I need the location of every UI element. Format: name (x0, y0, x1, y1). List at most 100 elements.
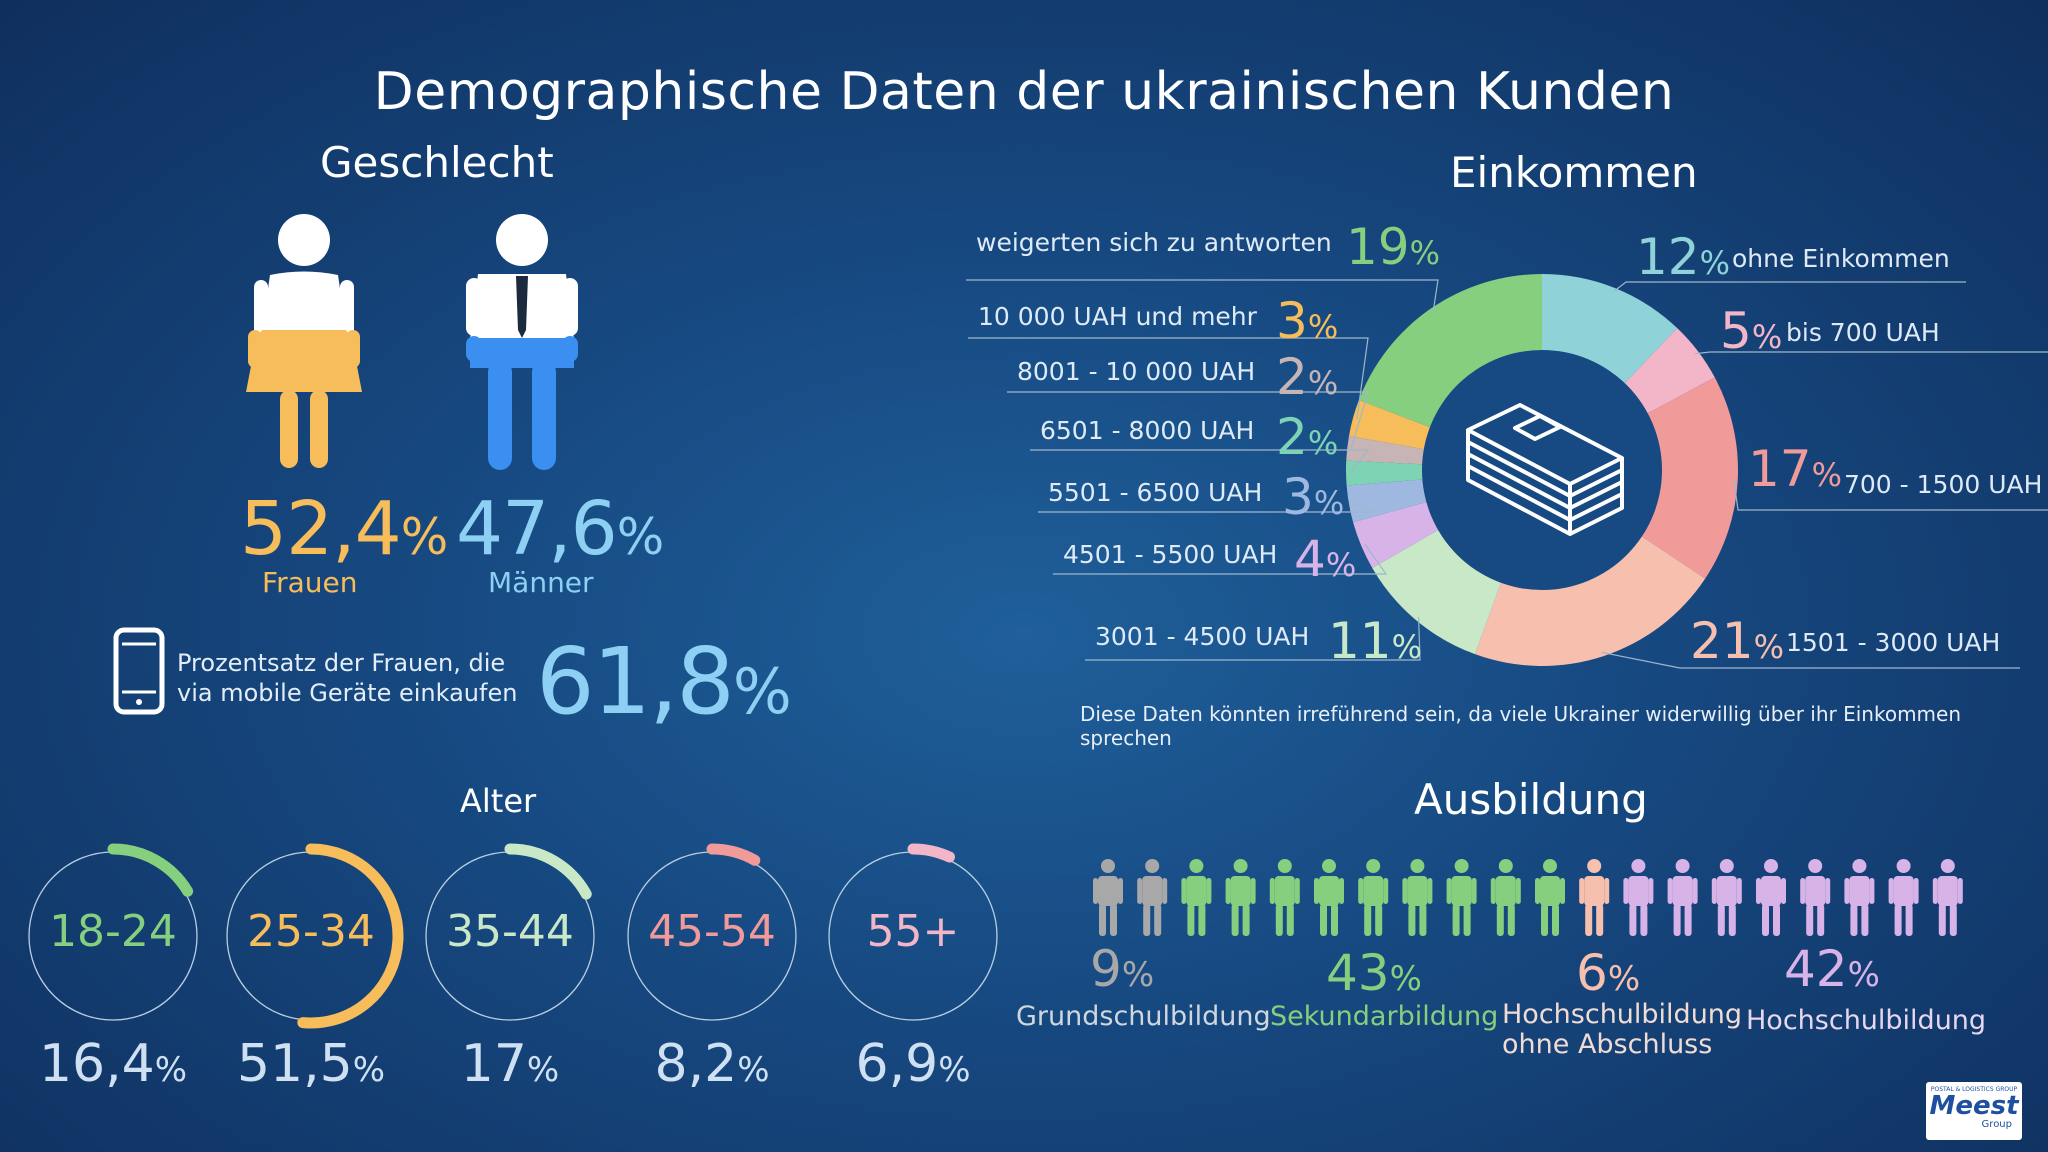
age-arc (297, 843, 404, 1029)
mobile-text-line1: Prozentsatz der Frauen, die (177, 649, 506, 677)
person-icon (1623, 859, 1654, 936)
income-label: 5501 - 6500 UAH (1048, 478, 1263, 507)
person-icon (1667, 859, 1698, 936)
education-label: Grundschulbildung (1016, 1002, 1271, 1032)
person-icon (1181, 859, 1212, 936)
donut-slice (1640, 377, 1738, 579)
age-group-label: 55+ (866, 906, 960, 957)
education-label-line: Sekundarbildung (1270, 1001, 1499, 1032)
education-label-line: Hochschulbildung (1502, 999, 1743, 1030)
leader-line (1053, 543, 1388, 575)
income-value: 19% (1346, 218, 1441, 276)
education-value: 9% (1090, 940, 1155, 998)
income-value: 4% (1294, 530, 1357, 588)
education-label-line: Hochschulbildung (1746, 1005, 1987, 1036)
person-icon (1137, 859, 1168, 936)
logo-sub: Group (1981, 1119, 2012, 1130)
education-label: Sekundarbildung (1270, 1002, 1498, 1032)
income-label: 1501 - 3000 UAH (1786, 628, 2001, 657)
income-label: 3001 - 4500 UAH (1095, 622, 1310, 651)
leader-line (1694, 351, 2048, 355)
money-icon (1466, 403, 1624, 536)
women-label: Frauen (262, 566, 358, 599)
donut-slice (1346, 460, 1425, 486)
donut-slice (1358, 274, 1542, 428)
age-group-percent: 8,2% (654, 1034, 770, 1094)
person-icon (1225, 859, 1256, 936)
women-percent: 52,4% (240, 486, 448, 572)
person-icon (1314, 859, 1344, 936)
man-icon (466, 214, 578, 470)
education-value: 42% (1784, 940, 1880, 998)
leader-line (1030, 449, 1370, 474)
leader-line (966, 279, 1439, 312)
leader-line (1601, 651, 2020, 669)
income-note: Diese Daten könnten irreführend sein, da… (1080, 702, 1962, 750)
person-icon (1800, 859, 1831, 936)
leader-line (1038, 502, 1375, 513)
income-label: weigerten sich zu antworten (976, 228, 1332, 257)
age-group-label: 35-44 (446, 906, 574, 957)
donut-slice (1346, 435, 1426, 465)
age-group-percent: 51,5% (236, 1034, 386, 1094)
age-group-percent: 17% (460, 1034, 560, 1094)
leader-line (1612, 281, 1966, 293)
income-label: ohne Einkommen (1732, 244, 1950, 273)
mobile-text: Prozentsatz der Frauen, die via mobile G… (177, 648, 517, 708)
person-icon (1844, 859, 1875, 936)
income-value: 12% (1636, 228, 1731, 286)
age-group-percent: 16,4% (38, 1034, 188, 1094)
income-value: 2% (1276, 348, 1339, 406)
donut-slice (1372, 529, 1502, 655)
age-arc (504, 843, 592, 900)
person-icon (1269, 859, 1300, 936)
mobile-percent: 61,8% (536, 628, 792, 735)
person-icon (1446, 859, 1477, 936)
men-label: Männer (488, 566, 594, 599)
education-label: Hochschulbildung (1746, 1006, 1986, 1036)
woman-icon (246, 214, 362, 468)
person-icon (1756, 859, 1786, 936)
income-label: bis 700 UAH (1786, 318, 1940, 347)
income-value: 11% (1328, 612, 1423, 670)
donut-slice (1542, 274, 1678, 385)
logo-name: Meest (1929, 1091, 2019, 1121)
income-value: 17% (1748, 440, 1843, 498)
income-value: 3% (1282, 468, 1345, 526)
income-value: 5% (1720, 302, 1783, 360)
leader-line (968, 337, 1369, 419)
income-label: 4501 - 5500 UAH (1063, 540, 1278, 569)
income-label: 700 - 1500 UAH (1844, 470, 2043, 499)
education-value: 6% (1576, 944, 1641, 1002)
person-icon (1093, 859, 1123, 936)
income-label: 6501 - 8000 UAH (1040, 416, 1255, 445)
gender-heading: Geschlecht (320, 138, 554, 187)
donut-slice (1474, 535, 1706, 666)
person-icon (1888, 859, 1919, 936)
income-value: 3% (1276, 292, 1339, 350)
age-heading: Alter (460, 782, 537, 820)
person-icon (1932, 859, 1963, 936)
person-icon (1402, 859, 1433, 936)
age-arc (107, 843, 194, 897)
age-group-percent: 6,9% (855, 1034, 971, 1094)
income-label: 10 000 UAH und mehr (978, 302, 1257, 331)
age-group-label: 45-54 (648, 906, 776, 957)
income-value: 21% (1690, 612, 1785, 670)
phone-icon (113, 627, 165, 715)
mobile-text-line2: via mobile Geräte einkaufen (177, 679, 518, 707)
donut-slice (1353, 501, 1440, 568)
education-value: 43% (1326, 944, 1422, 1002)
men-percent: 47,6% (456, 486, 664, 572)
donut-slice (1348, 400, 1432, 450)
education-label: Hochschulbildung ohne Abschluss (1502, 1000, 1742, 1060)
page-title: Demographische Daten der ukrainischen Ku… (373, 62, 1675, 122)
leader-line (1085, 617, 1421, 661)
person-icon (1579, 859, 1610, 936)
donut-slice (1623, 328, 1715, 415)
income-label: 8001 - 10 000 UAH (1017, 357, 1256, 386)
